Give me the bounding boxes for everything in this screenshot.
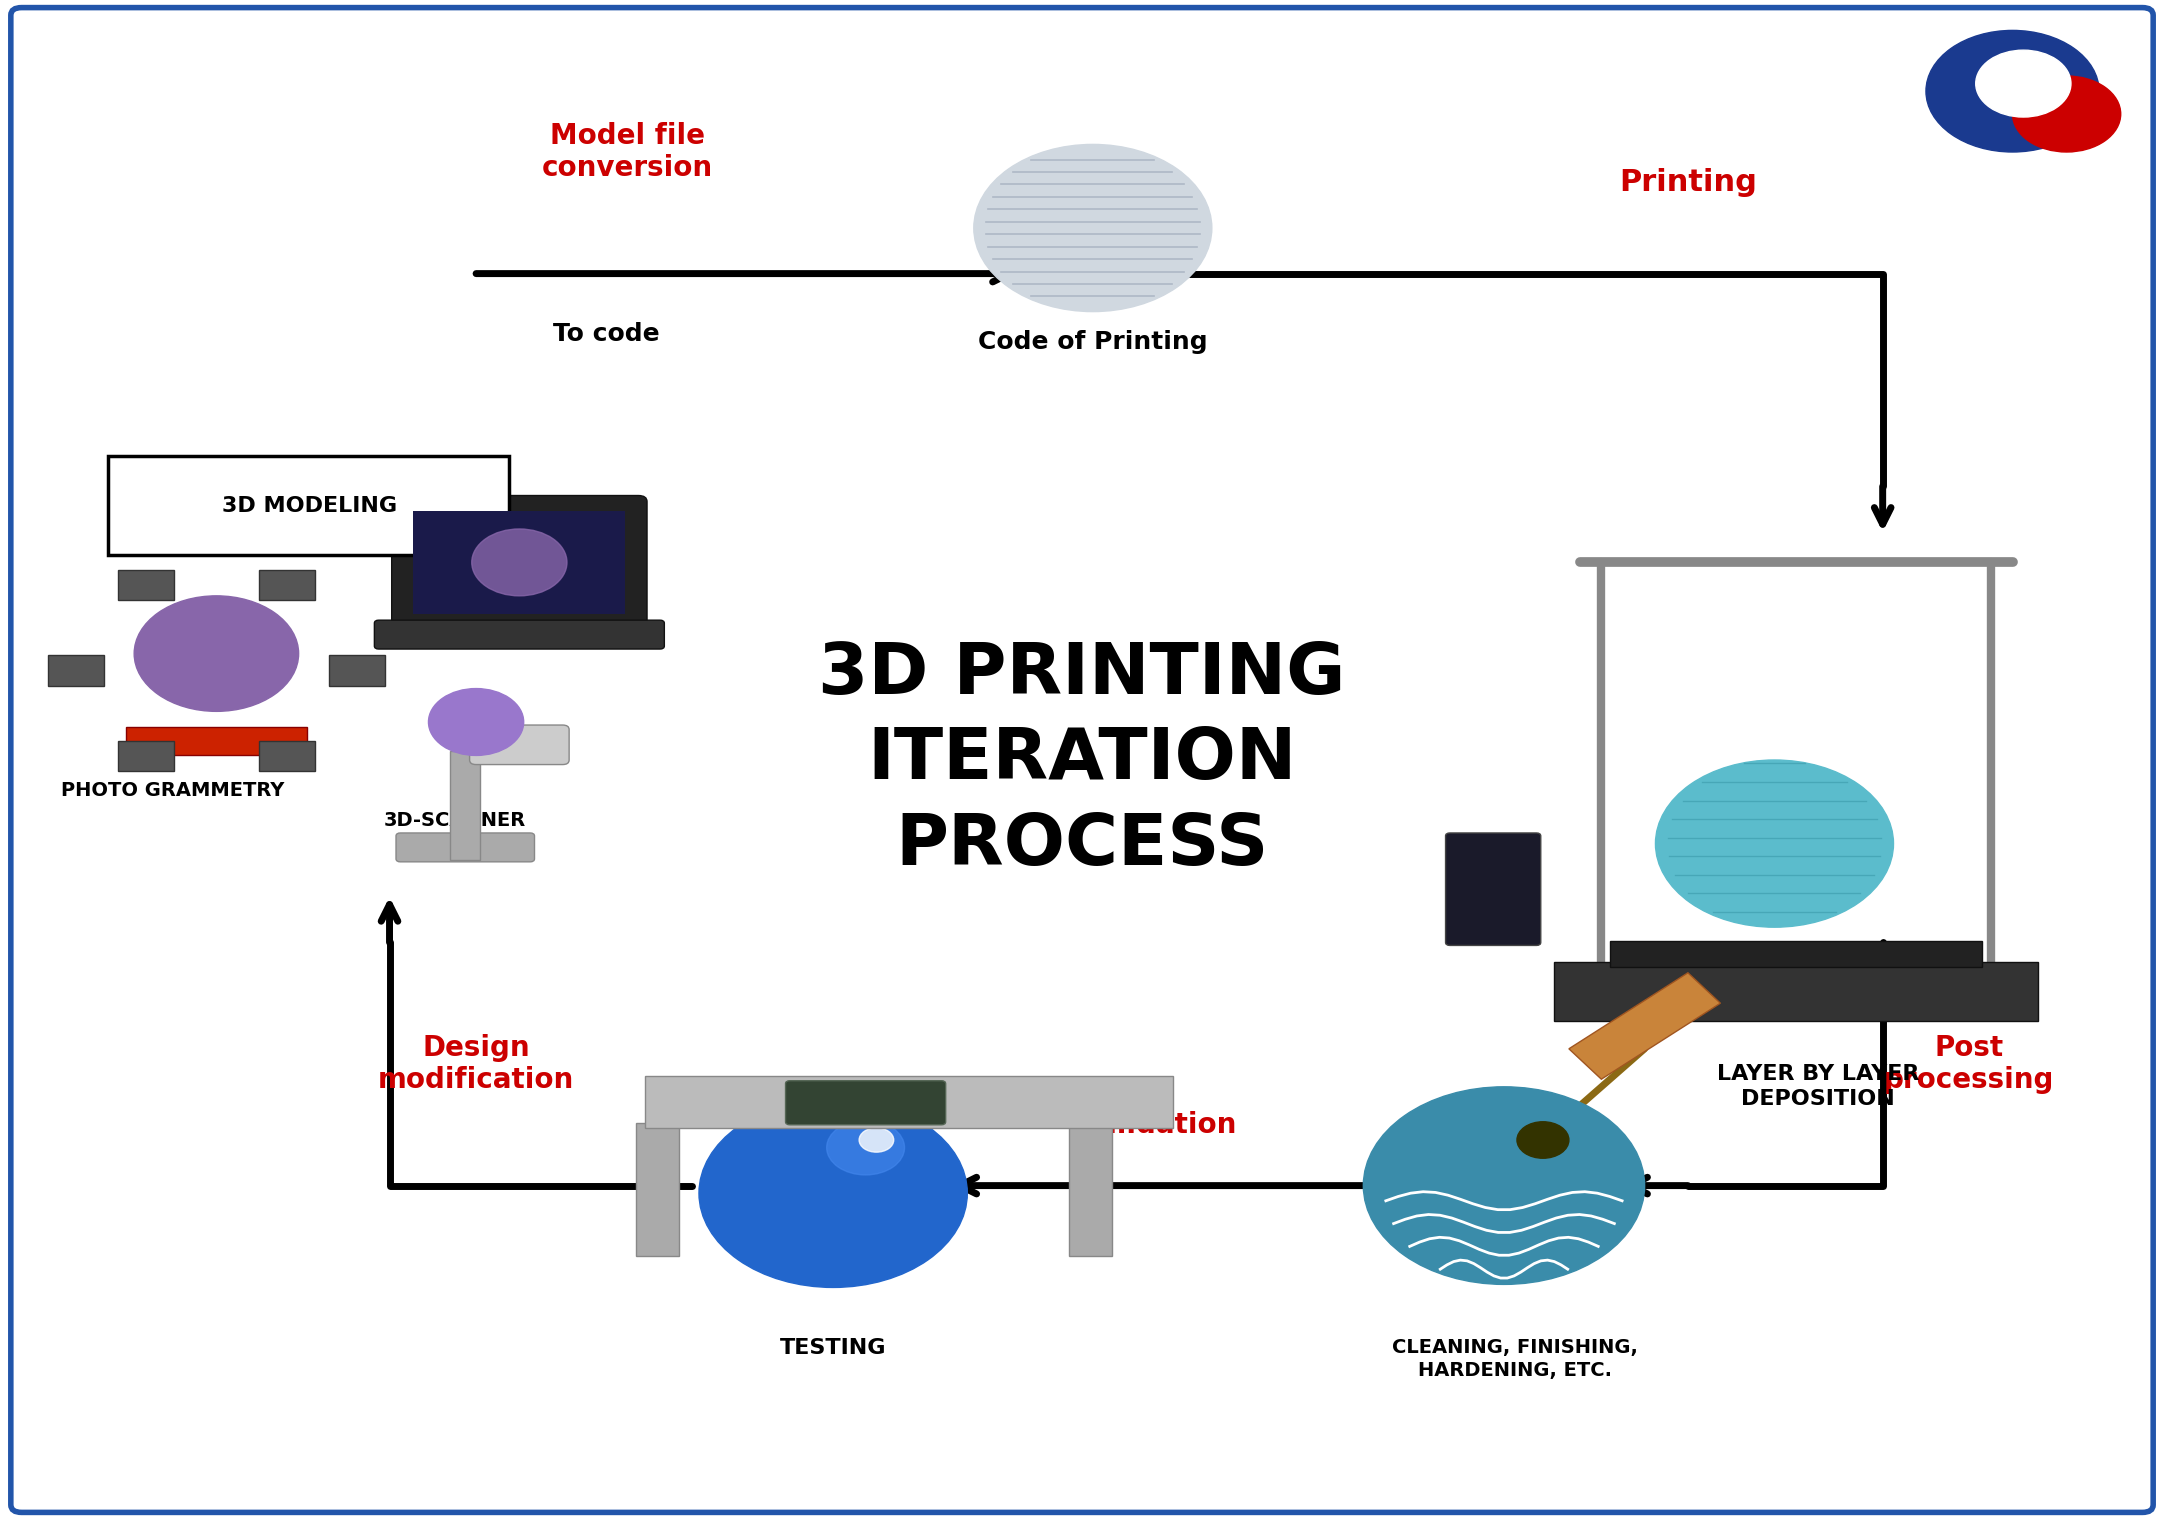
FancyBboxPatch shape xyxy=(329,655,385,686)
Text: TESTING: TESTING xyxy=(779,1338,887,1357)
FancyBboxPatch shape xyxy=(396,833,535,862)
Text: CLEANING, FINISHING,
HARDENING, ETC.: CLEANING, FINISHING, HARDENING, ETC. xyxy=(1391,1338,1638,1380)
Circle shape xyxy=(827,1120,905,1175)
FancyBboxPatch shape xyxy=(108,456,509,555)
Circle shape xyxy=(428,689,524,755)
Text: CAD: CAD xyxy=(537,575,589,596)
FancyBboxPatch shape xyxy=(119,570,175,600)
FancyBboxPatch shape xyxy=(374,620,664,649)
Polygon shape xyxy=(1569,973,1720,1079)
FancyBboxPatch shape xyxy=(645,1076,1173,1128)
Text: 3D-SCANNER: 3D-SCANNER xyxy=(383,812,526,830)
Circle shape xyxy=(699,1099,967,1287)
Circle shape xyxy=(974,144,1212,312)
FancyBboxPatch shape xyxy=(48,655,104,686)
Text: To code: To code xyxy=(552,322,660,347)
Text: LAYER BY LAYER
DEPOSITION: LAYER BY LAYER DEPOSITION xyxy=(1716,1064,1919,1108)
Text: Printing: Printing xyxy=(1619,167,1757,198)
FancyBboxPatch shape xyxy=(126,727,307,755)
Text: Design
modification: Design modification xyxy=(379,1034,573,1094)
Circle shape xyxy=(1655,760,1894,927)
Circle shape xyxy=(134,596,299,711)
Text: Model file
conversion: Model file conversion xyxy=(541,122,714,182)
Text: Validation: Validation xyxy=(1078,1111,1238,1138)
Circle shape xyxy=(1363,1087,1645,1284)
FancyBboxPatch shape xyxy=(786,1081,946,1125)
Circle shape xyxy=(1976,50,2071,117)
FancyBboxPatch shape xyxy=(413,511,625,614)
FancyBboxPatch shape xyxy=(260,740,316,771)
Text: 3D PRINTING
ITERATION
PROCESS: 3D PRINTING ITERATION PROCESS xyxy=(818,640,1346,880)
Circle shape xyxy=(2013,76,2121,152)
Circle shape xyxy=(472,529,567,596)
FancyBboxPatch shape xyxy=(450,751,480,860)
FancyBboxPatch shape xyxy=(260,570,316,600)
Circle shape xyxy=(1517,1122,1569,1158)
FancyBboxPatch shape xyxy=(636,1123,679,1256)
FancyBboxPatch shape xyxy=(1554,962,2038,1021)
FancyBboxPatch shape xyxy=(1069,1123,1112,1256)
FancyBboxPatch shape xyxy=(117,740,173,771)
Circle shape xyxy=(1926,30,2099,152)
FancyBboxPatch shape xyxy=(470,725,569,765)
FancyBboxPatch shape xyxy=(1610,941,1982,967)
Text: 3D MODELING: 3D MODELING xyxy=(223,496,396,517)
FancyBboxPatch shape xyxy=(392,496,647,629)
Text: Code of Printing: Code of Printing xyxy=(978,330,1208,354)
Circle shape xyxy=(859,1128,894,1152)
FancyBboxPatch shape xyxy=(1446,833,1541,945)
Text: Post
processing: Post processing xyxy=(1885,1034,2054,1094)
Text: PHOTO GRAMMETRY: PHOTO GRAMMETRY xyxy=(61,781,286,800)
